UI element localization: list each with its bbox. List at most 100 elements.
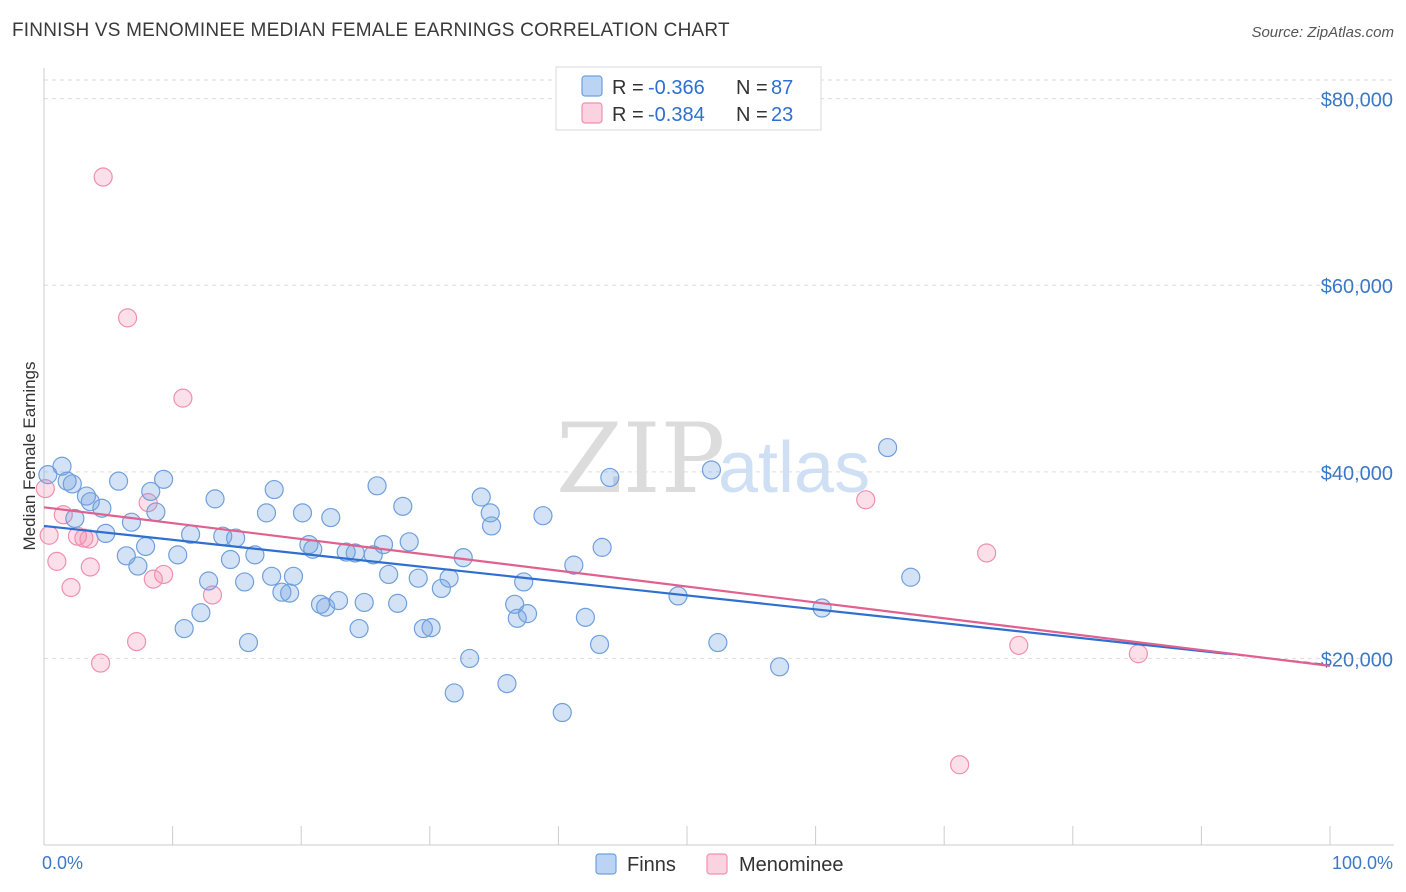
finns-point [471,487,491,507]
finns-point [481,516,502,536]
finns-point [399,532,419,552]
finns-point [245,545,265,565]
finns-point [135,536,156,557]
finns-point [146,502,166,522]
legend-bottom-menominee-label: Menominee [739,854,844,876]
finns-point [328,590,349,611]
x-tick-label-min: 0.0% [42,853,83,873]
menominee-point [117,308,138,328]
finns-point [62,474,82,494]
finns-point [388,593,408,613]
watermark-atlas: atlas [718,428,870,508]
finns-point [421,618,441,638]
finns-point [552,702,572,723]
finns-point [310,594,331,614]
legend-menominee-r-label: R = [612,104,644,126]
finns-point [444,683,464,703]
menominee-point [80,557,100,577]
finns-point [220,549,241,570]
finns-point [168,545,188,565]
watermark-zip: ZIP [556,403,725,515]
finns-point [280,583,300,603]
finns-point [505,594,525,614]
finns-point [92,498,112,518]
legend-menominee-swatch [581,102,603,124]
finns-point [264,479,284,500]
finns-point [517,604,538,624]
menominee-point [153,564,174,585]
finns-point [592,537,612,557]
legend-finns-n-value: 87 [771,77,793,99]
finns-point [393,496,413,516]
y-tick-labels: $20,000 $40,000 $60,000 $80,000 [1321,90,1393,672]
x-tick-labels: 0.0% 100.0% [42,853,1393,873]
finns-point [256,503,277,523]
menominee-point [1128,644,1148,664]
menominee-point [90,653,111,673]
menominee-point [977,543,997,563]
finns-point [564,555,584,575]
finns-point [878,437,898,458]
legend-menominee-n-value: 23 [771,104,793,126]
finns-point [507,608,527,628]
menominee-point [61,577,81,598]
finns-point [575,607,596,627]
finns-point [292,503,313,523]
gridlines [44,79,1394,659]
finns-point [262,566,282,586]
source-label: Source: ZipAtlas.com [1251,24,1394,41]
finns-points [38,437,921,723]
legend-finns-swatch [581,75,603,97]
finns-point [460,648,480,669]
menominee-point [126,632,147,652]
finns-point [514,572,534,592]
trend-lines [43,506,1331,667]
y-tick-label: $60,000 [1321,276,1393,298]
legend-bottom-finns-swatch [595,853,617,875]
legend-top: R = -0.366 N = 87 R = -0.384 N = 23 [555,66,822,131]
y-axis-title: Median Female Earnings [20,362,39,551]
legend-finns-r-value: -0.366 [648,77,705,99]
finns-point [354,592,374,613]
finns-point [199,571,219,591]
finns-point [701,460,722,480]
finns-point [238,632,259,653]
y-tick-label: $40,000 [1321,463,1393,485]
finns-point [901,567,921,587]
finns-point [38,465,58,485]
finns-point [439,568,459,588]
finns-point [65,508,85,529]
finns-point [363,545,383,565]
menominee-point [950,755,970,775]
finns-point [272,582,292,602]
menominee-point [35,479,55,499]
legend-menominee-r-value: -0.384 [648,104,705,126]
menominee-point [173,388,193,408]
finns-point [153,469,174,489]
finns-point [283,566,304,586]
finns-trend-line [43,524,1228,655]
finns-point [769,657,790,677]
finns-point [235,572,255,592]
y-tick-label: $80,000 [1321,90,1393,112]
finns-point [431,578,451,599]
finns-point [379,564,399,585]
axes [43,68,1394,846]
legend-bottom-finns-label: Finns [627,854,676,876]
legend-finns-r-label: R = [612,77,644,99]
finns-point [141,481,161,502]
legend-bottom-menominee-swatch [706,853,728,875]
legend-finns-n-label: N = [736,77,768,99]
chart-title: FINNISH VS MENOMINEE MEDIAN FEMALE EARNI… [12,20,730,41]
finns-point [128,556,148,576]
watermark: ZIP atlas [556,403,870,515]
finns-point [108,471,129,491]
legend-bottom: Finns Menominee [595,853,844,876]
menominee-point [47,551,67,571]
finns-point [413,618,433,639]
finns-point [321,507,341,528]
menominee-point [1009,635,1029,655]
menominee-point [79,529,99,549]
finns-point [708,632,728,653]
